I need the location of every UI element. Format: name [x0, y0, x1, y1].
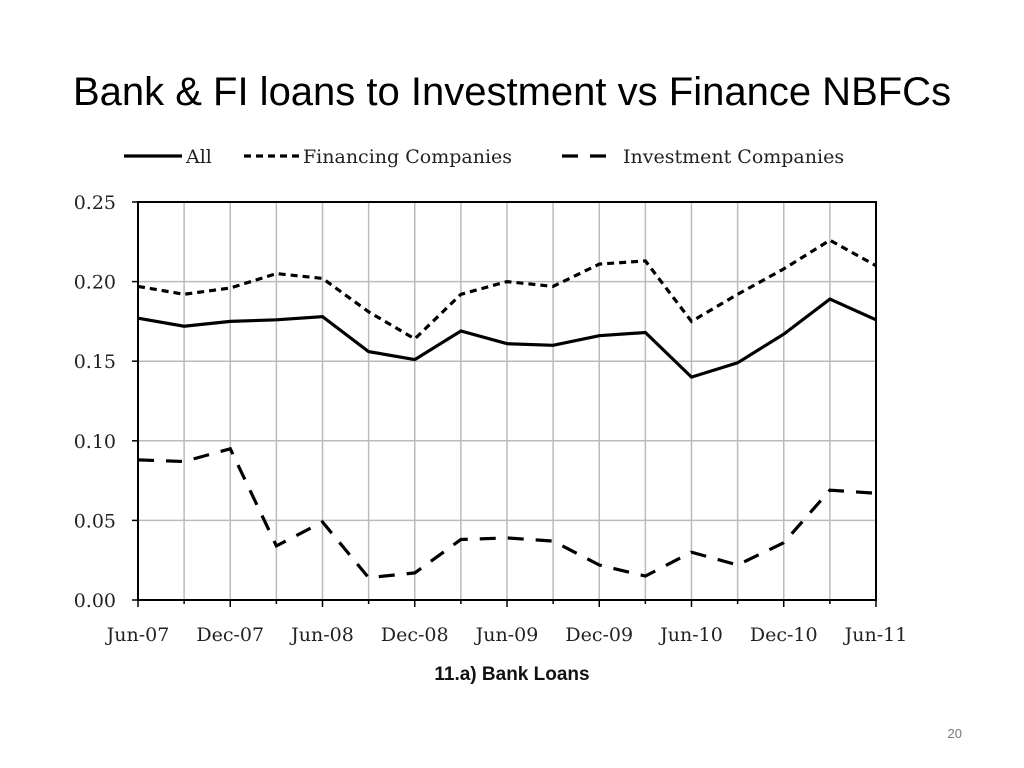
x-tick-label: Jun-09 — [474, 624, 539, 646]
axis-ticks: Jun-07 Dec-07 Jun-08 Dec-08 Jun-09 Dec-09 Jun-… — [74, 192, 908, 646]
x-tick-label: Dec-09 — [565, 624, 633, 646]
grid-lines — [138, 202, 876, 600]
series-lines — [137, 238, 877, 580]
x-tick-label: Jun-10 — [658, 624, 723, 646]
legend-label: Financing Companies — [303, 146, 512, 168]
y-tick-label: 0.05 — [74, 510, 116, 532]
series-line-investment-companies — [137, 446, 877, 580]
series-line-all — [137, 297, 877, 379]
x-tick-label: Jun-07 — [105, 624, 170, 646]
legend-label: Investment Companies — [623, 146, 844, 168]
page-number: 20 — [947, 726, 962, 741]
y-tick-label: 0.25 — [74, 192, 116, 214]
x-tick-label: Dec-08 — [381, 624, 449, 646]
legend-label: All — [185, 146, 212, 168]
y-tick-label: 0.15 — [74, 351, 116, 373]
legend: All Financing Companies Investment Compani… — [124, 146, 844, 168]
x-tick-label: Jun-08 — [289, 624, 354, 646]
x-tick-label: Dec-10 — [750, 624, 818, 646]
slide-title: Bank & FI loans to Investment vs Finance… — [72, 70, 952, 114]
y-tick-label: 0.20 — [74, 272, 116, 294]
x-tick-label: Jun-11 — [843, 624, 908, 646]
y-tick-label: 0.10 — [74, 431, 116, 453]
series-line-financing-companies — [137, 238, 877, 341]
y-tick-label: 0.00 — [74, 590, 116, 612]
x-tick-label: Dec-07 — [196, 624, 264, 646]
chart-caption: 11.a) Bank Loans — [434, 664, 590, 685]
